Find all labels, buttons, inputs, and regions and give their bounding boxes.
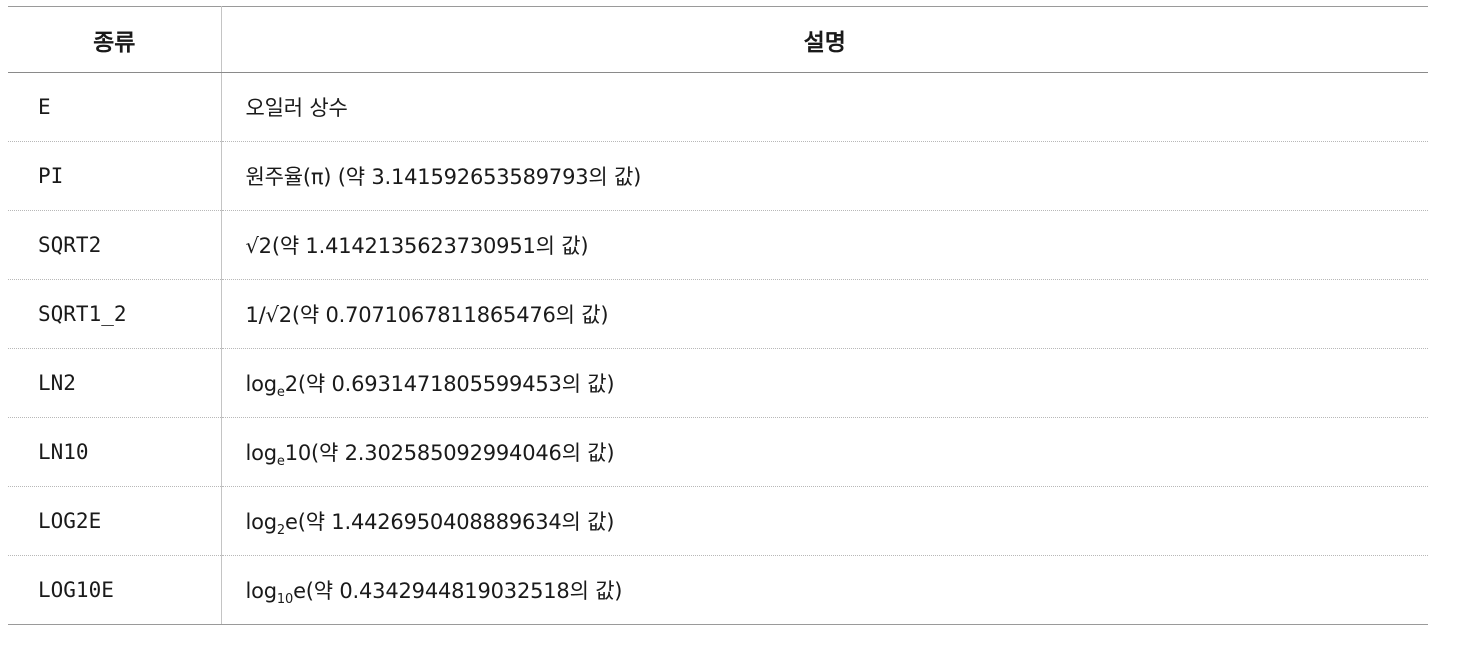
cell-kind: LOG10E (8, 555, 222, 625)
desc-text: log (245, 372, 278, 396)
desc-text: log (245, 441, 278, 465)
table-row: LOG10E log10e(약 0.4342944819032518의 값) (8, 555, 1428, 625)
cell-description: 1/√2(약 0.7071067811865476의 값) (221, 279, 1428, 349)
cell-description: 오일러 상수 (221, 72, 1428, 142)
header-description: 설명 (221, 6, 1428, 73)
table-header-row: 종류 설명 (8, 6, 1428, 73)
desc-subscript: 10 (276, 592, 294, 607)
cell-description: loge2(약 0.6931471805599453의 값) (221, 348, 1428, 418)
constants-table: 종류 설명 E 오일러 상수 PI 원주율(π) (약 3.1415926535… (8, 6, 1428, 625)
desc-text-rest: 10(약 2.302585092994046의 값) (284, 441, 615, 465)
cell-kind: PI (8, 141, 222, 211)
desc-text: log (245, 510, 278, 534)
cell-kind: E (8, 72, 222, 142)
table-row: LN2 loge2(약 0.6931471805599453의 값) (8, 348, 1428, 418)
desc-subscript: e (276, 385, 285, 400)
cell-description: √2(약 1.4142135623730951의 값) (221, 210, 1428, 280)
cell-kind: LOG2E (8, 486, 222, 556)
desc-text-rest: 2(약 0.6931471805599453의 값) (284, 372, 615, 396)
cell-description: log2e(약 1.4426950408889634의 값) (221, 486, 1428, 556)
cell-kind: SQRT2 (8, 210, 222, 280)
table-row: LOG2E log2e(약 1.4426950408889634의 값) (8, 486, 1428, 556)
table-row: SQRT1_2 1/√2(약 0.7071067811865476의 값) (8, 279, 1428, 349)
cell-kind: LN10 (8, 417, 222, 487)
header-kind: 종류 (8, 6, 222, 73)
cell-description: 원주율(π) (약 3.141592653589793의 값) (221, 141, 1428, 211)
desc-text-rest: e(약 1.4426950408889634의 값) (285, 510, 615, 534)
desc-subscript: 2 (276, 523, 285, 538)
desc-text: 1/√2(약 0.7071067811865476의 값) (245, 303, 609, 327)
desc-text: √2(약 1.4142135623730951의 값) (245, 234, 589, 258)
desc-text: 원주율(π) (약 3.141592653589793의 값) (245, 165, 642, 189)
constants-table-container: 종류 설명 E 오일러 상수 PI 원주율(π) (약 3.1415926535… (8, 6, 1428, 625)
desc-text: log (245, 579, 278, 603)
desc-text: 오일러 상수 (245, 96, 348, 120)
table-row: PI 원주율(π) (약 3.141592653589793의 값) (8, 141, 1428, 211)
table-row: E 오일러 상수 (8, 72, 1428, 142)
desc-subscript: e (276, 454, 285, 469)
cell-kind: SQRT1_2 (8, 279, 222, 349)
table-row: LN10 loge10(약 2.302585092994046의 값) (8, 417, 1428, 487)
table-row: SQRT2 √2(약 1.4142135623730951의 값) (8, 210, 1428, 280)
cell-description: log10e(약 0.4342944819032518의 값) (221, 555, 1428, 625)
cell-description: loge10(약 2.302585092994046의 값) (221, 417, 1428, 487)
desc-text-rest: e(약 0.4342944819032518의 값) (293, 579, 623, 603)
cell-kind: LN2 (8, 348, 222, 418)
